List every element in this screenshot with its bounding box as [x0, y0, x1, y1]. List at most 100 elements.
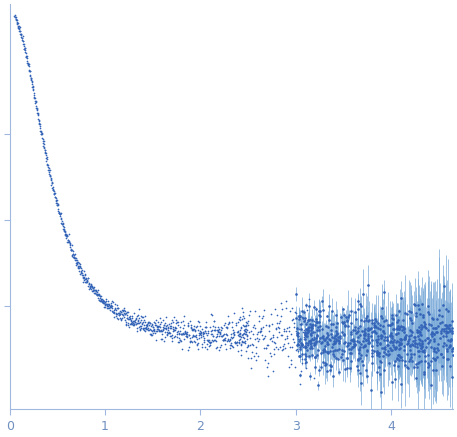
Point — [159, 326, 166, 333]
Point — [156, 323, 164, 330]
Point — [210, 332, 217, 339]
Point — [121, 308, 128, 315]
Point — [53, 197, 60, 204]
Point — [134, 316, 142, 323]
Point — [165, 329, 173, 336]
Point — [248, 327, 255, 334]
Point — [108, 308, 116, 315]
Point — [56, 209, 63, 216]
Point — [160, 337, 167, 344]
Point — [247, 354, 255, 361]
Point — [213, 334, 220, 341]
Point — [215, 323, 222, 330]
Point — [32, 104, 40, 111]
Point — [259, 323, 266, 330]
Point — [219, 337, 226, 344]
Point — [275, 323, 282, 330]
Point — [27, 75, 34, 82]
Point — [174, 322, 181, 329]
Point — [169, 323, 176, 330]
Point — [241, 331, 249, 338]
Point — [172, 317, 180, 324]
Point — [112, 311, 119, 318]
Point — [217, 343, 224, 350]
Point — [39, 135, 46, 142]
Point — [177, 318, 185, 325]
Point — [293, 326, 300, 333]
Point — [54, 200, 62, 207]
Point — [91, 289, 98, 296]
Point — [209, 333, 216, 340]
Point — [235, 329, 242, 336]
Point — [189, 325, 196, 332]
Point — [184, 347, 191, 354]
Point — [224, 337, 231, 344]
Point — [106, 303, 113, 310]
Point — [237, 351, 244, 358]
Point — [51, 194, 58, 201]
Point — [135, 314, 143, 321]
Point — [196, 331, 203, 338]
Point — [135, 306, 142, 313]
Point — [173, 319, 180, 326]
Point — [104, 302, 111, 309]
Point — [149, 326, 157, 333]
Point — [174, 329, 181, 336]
Point — [168, 332, 175, 339]
Point — [11, 12, 18, 19]
Point — [202, 329, 209, 336]
Point — [64, 237, 72, 244]
Point — [223, 346, 230, 353]
Point — [72, 257, 80, 264]
Point — [70, 251, 78, 258]
Point — [72, 255, 79, 262]
Point — [249, 324, 256, 331]
Point — [29, 83, 37, 90]
Point — [164, 331, 171, 338]
Point — [66, 238, 73, 245]
Point — [305, 328, 313, 335]
Point — [192, 334, 200, 341]
Point — [133, 320, 140, 327]
Point — [288, 305, 296, 312]
Point — [110, 313, 117, 320]
Point — [90, 287, 97, 294]
Point — [211, 317, 218, 324]
Point — [40, 141, 47, 148]
Point — [66, 239, 73, 246]
Point — [96, 291, 103, 298]
Point — [59, 221, 66, 228]
Point — [155, 327, 163, 334]
Point — [127, 314, 134, 321]
Point — [53, 201, 61, 208]
Point — [271, 350, 278, 357]
Point — [90, 287, 97, 294]
Point — [120, 306, 128, 313]
Point — [33, 107, 41, 114]
Point — [71, 254, 79, 261]
Point — [56, 210, 64, 217]
Point — [258, 314, 266, 321]
Point — [21, 46, 28, 53]
Point — [216, 330, 223, 337]
Point — [57, 210, 64, 217]
Point — [256, 327, 264, 334]
Point — [238, 340, 245, 347]
Point — [41, 146, 48, 153]
Point — [220, 335, 227, 342]
Point — [181, 329, 188, 336]
Point — [169, 334, 176, 341]
Point — [127, 313, 134, 320]
Point — [196, 328, 203, 335]
Point — [111, 306, 118, 313]
Point — [25, 62, 32, 69]
Point — [277, 331, 285, 338]
Point — [75, 259, 83, 266]
Point — [19, 33, 26, 40]
Point — [149, 329, 157, 336]
Point — [147, 320, 154, 327]
Point — [106, 303, 114, 310]
Point — [125, 315, 133, 322]
Point — [149, 320, 156, 327]
Point — [53, 199, 61, 206]
